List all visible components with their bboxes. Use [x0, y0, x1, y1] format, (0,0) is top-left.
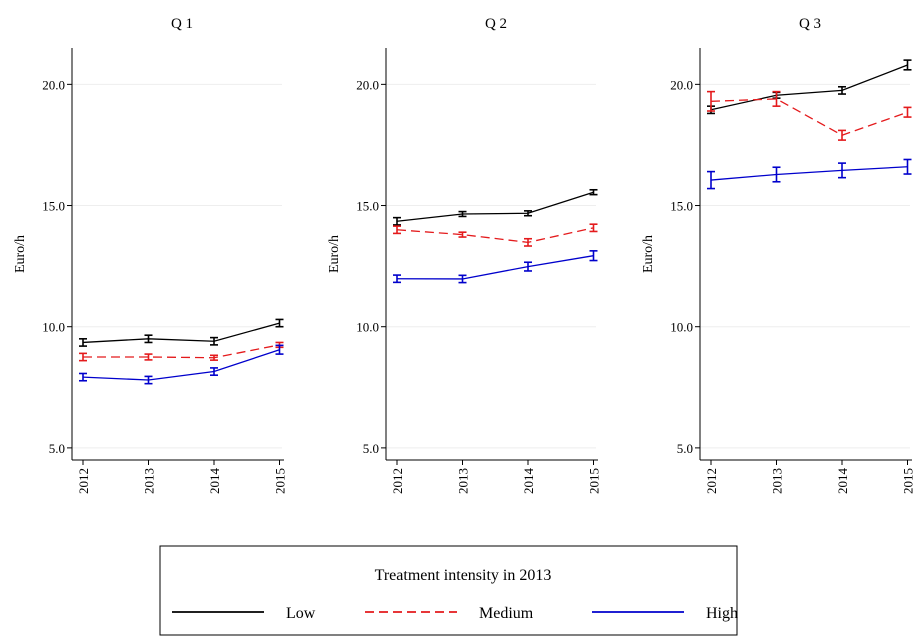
series-line — [710, 166, 908, 181]
x-tick-label: 2013 — [770, 468, 785, 494]
series-line — [82, 349, 280, 381]
y-tick-label: 15.0 — [42, 199, 65, 214]
error-bar — [707, 170, 715, 190]
x-tick-label: 2013 — [142, 468, 157, 494]
legend-title: Treatment intensity in 2013 — [375, 567, 552, 584]
error-bar — [79, 352, 87, 362]
series-medium — [393, 223, 598, 247]
y-tick-label: 20.0 — [42, 77, 65, 92]
y-tick-label: 5.0 — [49, 441, 65, 456]
error-bar — [903, 106, 912, 118]
error-bar — [210, 336, 218, 346]
error-bar — [772, 90, 781, 107]
error-bar — [524, 210, 532, 217]
y-tick-label: 10.0 — [42, 320, 65, 335]
y-tick-label: 15.0 — [356, 199, 379, 214]
x-tick-label: 2015 — [273, 468, 288, 494]
error-bar — [589, 188, 598, 196]
panel-title: Q 3 — [799, 16, 821, 32]
series-medium — [79, 341, 284, 362]
series-line — [710, 98, 908, 136]
y-axis-label: Euro/h — [327, 235, 342, 273]
error-bar — [524, 261, 532, 272]
error-bar — [144, 375, 153, 385]
series-low — [707, 59, 912, 115]
error-bar — [589, 250, 598, 262]
y-tick-label: 5.0 — [677, 441, 693, 456]
y-tick-label: 15.0 — [670, 199, 693, 214]
error-bar — [393, 274, 401, 284]
x-tick-label: 2014 — [207, 468, 222, 495]
x-tick-label: 2012 — [76, 468, 91, 494]
series-line — [710, 64, 908, 111]
panel-title: Q 2 — [485, 16, 507, 32]
legend-label: High — [706, 605, 738, 622]
x-tick-label: 2015 — [901, 468, 915, 494]
series-line — [396, 255, 594, 280]
chart-panels: Q 1 5.0 10.0 15.0 20.0 Euro/h 2012 2013 2014 2015… — [13, 16, 915, 494]
y-tick-label: 5.0 — [363, 441, 379, 456]
error-bar — [838, 85, 846, 95]
y-tick-label: 20.0 — [670, 77, 693, 92]
y-tick-label: 10.0 — [356, 320, 379, 335]
legend: Treatment intensity in 2013 Low Medium Hig… — [159, 545, 738, 636]
legend-item-high: High — [592, 605, 738, 622]
error-bar — [458, 210, 467, 218]
error-bar — [903, 59, 912, 71]
error-bar — [838, 129, 846, 141]
panel-3: Q 3 5.0 10.0 15.0 20.0 Euro/h 2012 2013 2014 2015 — [641, 16, 915, 494]
x-tick-label: 2013 — [456, 468, 471, 494]
error-bar — [458, 231, 467, 238]
series-line — [82, 322, 280, 344]
error-bar — [275, 344, 284, 355]
series-low — [393, 188, 598, 226]
panel-2: Q 2 5.0 10.0 15.0 20.0 Euro/h 2012 2013 2014 2015 — [327, 16, 602, 494]
legend-item-medium: Medium — [365, 605, 534, 622]
error-bar — [210, 354, 218, 361]
x-tick-label: 2015 — [587, 468, 602, 494]
error-bar — [589, 223, 598, 233]
series-high — [393, 250, 598, 284]
series-high — [79, 344, 284, 385]
error-bar — [838, 162, 846, 179]
y-axis-label: Euro/h — [13, 235, 28, 273]
error-bar — [393, 216, 401, 226]
y-axis-label: Euro/h — [641, 235, 656, 273]
x-tick-label: 2012 — [390, 468, 405, 494]
error-bar — [79, 372, 87, 382]
error-bar — [275, 318, 284, 328]
error-bar — [210, 367, 218, 376]
series-line — [83, 344, 280, 359]
series-low — [79, 318, 284, 347]
panel-title: Q 1 — [171, 16, 193, 32]
series-high — [707, 158, 912, 190]
x-tick-label: 2014 — [835, 468, 850, 495]
legend-items: Low Medium High — [172, 605, 738, 622]
legend-label: Low — [286, 605, 316, 622]
x-tick-label: 2014 — [521, 468, 536, 495]
error-bar — [144, 353, 153, 361]
error-bar — [524, 237, 532, 247]
error-bar — [707, 90, 715, 112]
legend-label: Medium — [479, 605, 534, 622]
legend-box — [159, 545, 738, 636]
error-bar — [772, 166, 781, 183]
error-bar — [144, 334, 153, 344]
error-bar — [458, 274, 467, 284]
series-line — [396, 191, 594, 222]
error-bar — [79, 338, 87, 347]
panel-1: Q 1 5.0 10.0 15.0 20.0 Euro/h 2012 2013 2014 2015 — [13, 16, 288, 494]
error-bar — [393, 225, 401, 235]
y-tick-label: 10.0 — [670, 320, 693, 335]
y-tick-label: 20.0 — [356, 77, 379, 92]
series-medium — [707, 90, 912, 141]
legend-item-low: Low — [172, 605, 316, 622]
series-line — [396, 227, 594, 244]
x-tick-label: 2012 — [704, 468, 719, 494]
error-bar — [903, 158, 912, 175]
